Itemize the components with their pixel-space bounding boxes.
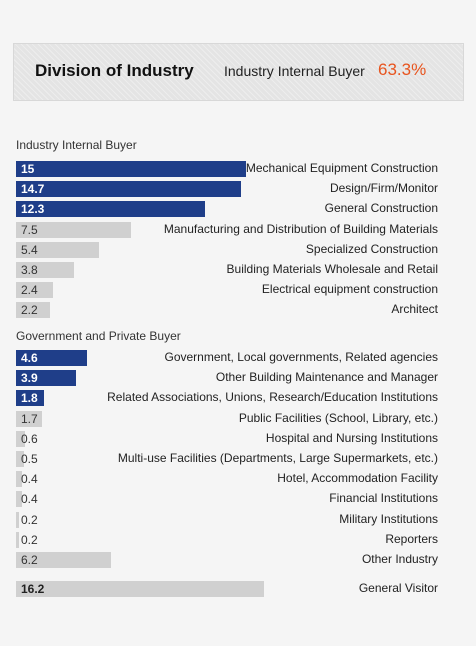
- bar: [16, 350, 87, 366]
- bar-label: Other Industry: [361, 552, 438, 566]
- bar-value: 0.2: [21, 513, 38, 527]
- banner-title: Division of Industry: [35, 61, 194, 80]
- bar-label: Building Materials Wholesale and Retail: [226, 262, 438, 276]
- bar-value: 16.2: [21, 582, 45, 596]
- bar-label: Mechanical Equipment Construction: [245, 161, 438, 175]
- bar-value: 7.5: [21, 223, 38, 237]
- bar-value: 5.4: [21, 243, 38, 257]
- bar-value: 1.8: [21, 391, 38, 405]
- bar: [16, 512, 19, 528]
- bar-label: Other Building Maintenance and Manager: [215, 370, 438, 384]
- bar-value: 3.9: [21, 371, 38, 385]
- bar: [16, 390, 44, 406]
- group-title: Government and Private Buyer: [16, 329, 181, 343]
- bar: [16, 411, 42, 427]
- bar-value: 4.6: [21, 351, 38, 365]
- bar-label: General Construction: [324, 201, 438, 215]
- bar-label: Manufacturing and Distribution of Buildi…: [163, 222, 438, 236]
- bar-label: Electrical equipment construction: [261, 282, 438, 296]
- bar-value: 2.4: [21, 283, 38, 297]
- bar-label: Government, Local governments, Related a…: [164, 350, 439, 364]
- bar-value: 15: [21, 162, 35, 176]
- bar: [16, 491, 22, 507]
- bar-value: 2.2: [21, 303, 38, 317]
- bar-label: Financial Institutions: [329, 491, 438, 505]
- bar-label: Military Institutions: [339, 512, 438, 526]
- bar: [16, 552, 111, 568]
- bar: [16, 201, 205, 217]
- bar-label: Architect: [391, 302, 438, 316]
- bar: [16, 370, 76, 386]
- bar-value: 0.4: [21, 472, 38, 486]
- bar-label: Design/Firm/Monitor: [329, 181, 438, 195]
- bar-label: Hotel, Accommodation Facility: [277, 471, 438, 485]
- bar-label: Specialized Construction: [305, 242, 438, 256]
- bar-label: Hospital and Nursing Institutions: [265, 431, 438, 445]
- division-banner: Division of Industry Industry Internal B…: [13, 43, 464, 101]
- bar-value: 6.2: [21, 553, 38, 567]
- group-title: Industry Internal Buyer: [16, 138, 137, 152]
- bar: [16, 471, 22, 487]
- bar: [16, 242, 99, 258]
- bar: [16, 282, 53, 298]
- bar: [16, 222, 131, 238]
- bar: [16, 262, 74, 278]
- banner-subtitle: Industry Internal Buyer: [224, 63, 365, 79]
- bar-label: Multi-use Facilities (Departments, Large…: [117, 451, 438, 465]
- bar: [16, 161, 246, 177]
- bar: [16, 532, 19, 548]
- bar: [16, 431, 25, 447]
- bar-label: General Visitor: [358, 581, 438, 595]
- bar-value: 0.4: [21, 492, 38, 506]
- banner-percent: 63.3%: [378, 60, 427, 79]
- bar-value: 0.5: [21, 452, 38, 466]
- bar-label: Public Facilities (School, Library, etc.…: [238, 411, 438, 425]
- bar: [16, 451, 24, 467]
- bar: [16, 302, 50, 318]
- bar-value: 14.7: [21, 182, 45, 196]
- bar-value: 1.7: [21, 412, 38, 426]
- bar-value: 0.6: [21, 432, 38, 446]
- bar-label: Related Associations, Unions, Research/E…: [107, 390, 438, 404]
- bar-value: 12.3: [21, 202, 45, 216]
- bar-value: 0.2: [21, 533, 38, 547]
- bar: [16, 181, 241, 197]
- bar-label: Reporters: [385, 532, 438, 546]
- bar: [16, 581, 264, 597]
- bar-value: 3.8: [21, 263, 38, 277]
